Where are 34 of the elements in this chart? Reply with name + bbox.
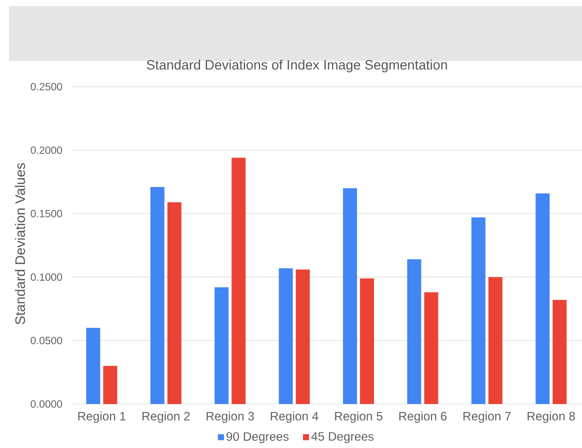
- bar: [407, 259, 422, 404]
- bar: [424, 292, 438, 404]
- x-tick-label: Region 3: [206, 412, 254, 423]
- y-tick-label: 0.2500: [30, 82, 62, 90]
- bar: [471, 217, 486, 404]
- legend-label: 45 Degrees: [311, 432, 374, 444]
- y-tick-label: 0.2000: [30, 146, 62, 154]
- bar: [278, 268, 293, 404]
- y-axis-title: Standard Deviation Values: [14, 163, 26, 324]
- bar: [296, 269, 310, 404]
- bar: [232, 158, 246, 404]
- bar: [214, 287, 229, 404]
- bar: [536, 193, 550, 404]
- legend-label: 90 Degrees: [226, 432, 289, 444]
- x-tick-label: Region 8: [528, 412, 575, 423]
- x-tick-label: Region 2: [142, 412, 190, 423]
- x-tick-label: Region 6: [399, 412, 447, 423]
- bar: [103, 366, 118, 404]
- y-tick-label: 0.1000: [30, 273, 62, 281]
- x-tick-label: Region 7: [463, 412, 511, 423]
- bar: [86, 328, 100, 404]
- bar: [488, 277, 502, 404]
- bar: [552, 300, 567, 404]
- x-tick-label: Region 5: [335, 412, 382, 423]
- x-tick-label: Region 1: [78, 412, 126, 423]
- bar: [167, 202, 182, 404]
- bar: [150, 186, 164, 404]
- y-tick-label: 0.1500: [30, 210, 62, 218]
- chart-title: Standard Deviations of Index Image Segmentation: [146, 60, 447, 72]
- y-tick-label: 0.0000: [30, 400, 62, 408]
- bar: [360, 278, 374, 404]
- bar: [343, 188, 358, 404]
- x-tick-label: Region 4: [270, 412, 318, 423]
- y-tick-label: 0.0500: [30, 336, 62, 344]
